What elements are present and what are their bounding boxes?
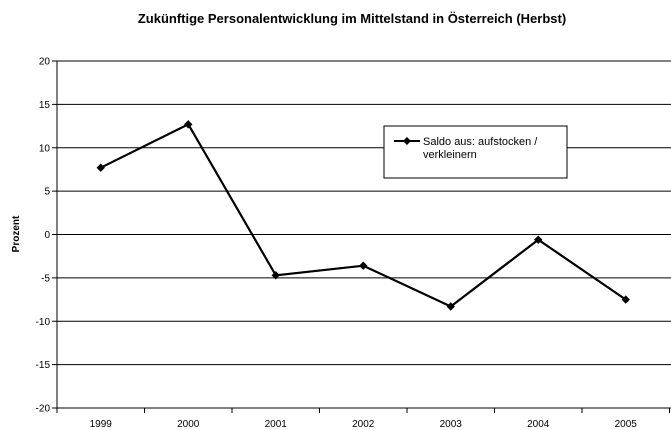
y-axis-label: Prozent [11, 215, 22, 252]
x-tick-label: 2000 [177, 419, 200, 430]
data-point-marker [534, 235, 543, 244]
y-tick-label: 0 [44, 230, 50, 241]
y-tick-label: -20 [36, 404, 51, 415]
legend-label-line-2: verkleinern [423, 149, 477, 161]
data-point-marker [96, 163, 105, 172]
chart-title: Zukünftige Personalentwicklung im Mittel… [138, 11, 566, 26]
y-tick-label: 20 [39, 57, 51, 68]
y-tick-labels: -20 -15 -10 -5 0 5 10 15 20 [36, 57, 51, 415]
x-tick-label: 2004 [527, 419, 550, 430]
data-point-marker [359, 261, 368, 270]
data-series [96, 120, 630, 311]
legend: Saldo aus: aufstocken / verkleinern [383, 125, 568, 179]
x-tick-label: 1999 [90, 419, 113, 430]
y-tick-label: -15 [36, 360, 51, 371]
x-tick-label: 2001 [265, 419, 288, 430]
y-tick-label: -10 [36, 317, 51, 328]
data-point-marker [621, 295, 630, 304]
legend-label-line-1: Saldo aus: aufstocken / [423, 136, 538, 148]
y-tick-label: -5 [41, 273, 50, 284]
axes [52, 60, 670, 413]
x-tick-label: 2005 [615, 419, 638, 430]
y-tick-label: 5 [44, 187, 50, 198]
data-point-marker [184, 120, 193, 129]
x-tick-labels: 1999 2000 2001 2002 2003 2004 2005 [90, 419, 638, 430]
data-point-marker [271, 271, 280, 280]
data-point-marker [446, 302, 455, 311]
y-tick-label: 10 [39, 143, 51, 154]
legend-box [383, 125, 568, 179]
gridlines [57, 60, 671, 409]
legend-marker [403, 137, 411, 145]
x-tick-label: 2003 [440, 419, 463, 430]
y-tick-label: 15 [39, 100, 51, 111]
x-tick-label: 2002 [352, 419, 375, 430]
